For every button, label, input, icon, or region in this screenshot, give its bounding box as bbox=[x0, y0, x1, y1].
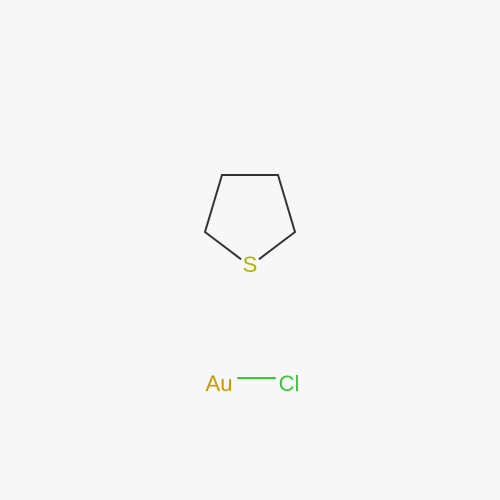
atom-label-s: S bbox=[243, 252, 258, 277]
molecule-diagram: S Au Cl bbox=[0, 0, 500, 500]
atom-label-au: Au bbox=[206, 371, 233, 396]
canvas-background bbox=[0, 0, 500, 500]
atom-label-cl: Cl bbox=[279, 371, 300, 396]
